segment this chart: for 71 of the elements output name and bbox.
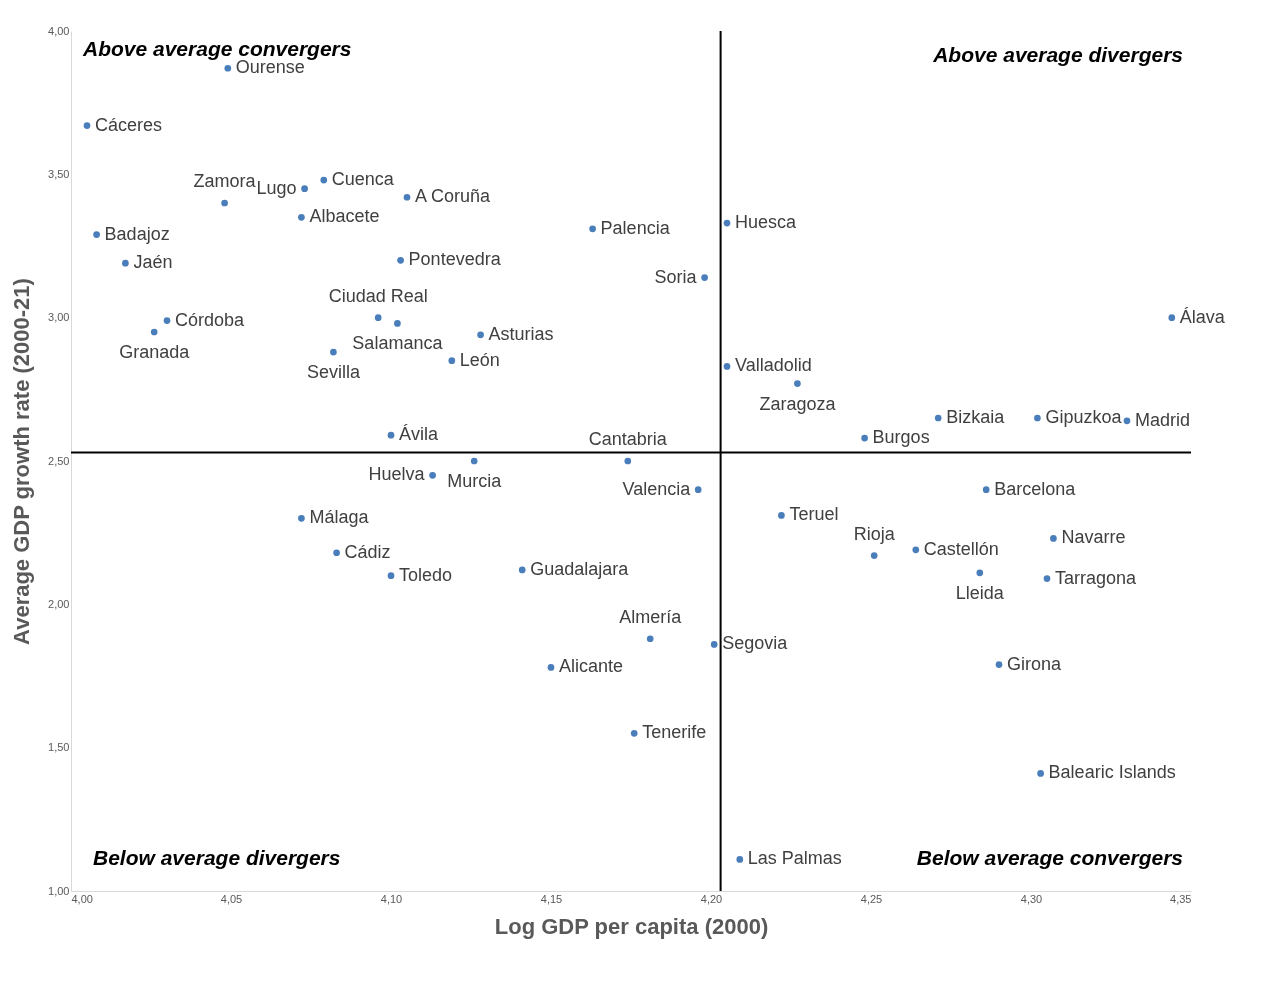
annotation: Below average convergers [916, 846, 1183, 869]
annotation: Zaragoza [759, 393, 837, 414]
y-tick-label: 2,00 [48, 597, 70, 610]
annotation: Las Palmas [747, 848, 842, 869]
annotation: Cádiz [344, 541, 391, 562]
annotation: Alicante [559, 656, 624, 677]
annotation: A Coruña [415, 186, 492, 207]
y-tick-label: 3,50 [48, 167, 70, 180]
annotation: Soria [654, 266, 698, 287]
y-axis-title: Average GDP growth rate (2000-21) [9, 278, 35, 645]
y-tick-label: 2,50 [48, 454, 70, 467]
annotation: Álava [1179, 306, 1226, 327]
annotation: Cáceres [95, 114, 163, 135]
annotation: Asturias [488, 323, 554, 344]
annotation: Above average divergers [932, 43, 1183, 66]
y-tick-label: 4,00 [48, 24, 70, 37]
annotation: Lugo [256, 177, 297, 198]
x-tick-label: 4,35 [1170, 892, 1192, 905]
annotation: Valencia [622, 478, 692, 499]
annotation: Toledo [399, 564, 453, 585]
annotation: Murcia [447, 471, 503, 491]
annotation: Segovia [722, 633, 789, 654]
annotation: Ávila [399, 424, 439, 445]
annotation: Gipuzkoa [1045, 407, 1123, 427]
annotation: Málaga [309, 507, 370, 528]
x-tick-label: 4,10 [380, 892, 403, 905]
annotation: Pontevedra [408, 249, 502, 270]
annotation: Zamora [193, 171, 257, 191]
annotation: Bizkaia [946, 407, 1006, 427]
annotation: Girona [1007, 653, 1063, 674]
annotation: León [459, 349, 500, 370]
annotation: Balearic Islands [1048, 762, 1176, 783]
annotation: Barcelona [994, 478, 1077, 499]
annotation: Guadalajara [530, 558, 630, 579]
annotation: Tenerife [642, 722, 707, 743]
annotation: Palencia [600, 217, 671, 238]
annotation: Castellón [923, 538, 999, 559]
annotation: Córdoba [175, 309, 246, 330]
annotation: Below average divergers [93, 846, 341, 869]
annotation: Ciudad Real [328, 285, 428, 306]
annotation: Huesca [735, 212, 798, 233]
annotation: Badajoz [104, 223, 170, 244]
annotation: Teruel [789, 504, 839, 525]
annotation: Tarragona [1055, 567, 1138, 588]
annotation: Ourense [235, 57, 305, 78]
y-tick-label: 1,50 [48, 741, 70, 754]
annotation: Albacete [309, 206, 380, 227]
annotation: Valladolid [735, 355, 812, 376]
annotation: Burgos [872, 427, 930, 448]
x-tick-label: 4,05 [220, 892, 243, 905]
annotation: Above average convergers [82, 37, 352, 60]
annotation: Jaén [133, 252, 173, 273]
annotation: Lleida [955, 582, 1005, 603]
x-tick-label: 4,25 [860, 892, 883, 905]
annotation: Cantabria [588, 429, 668, 449]
x-axis-title: Log GDP per capita (2000) [494, 913, 769, 939]
x-tick-label: 4,15 [540, 892, 563, 905]
x-tick-label: 4,20 [700, 892, 723, 905]
y-tick-label: 3,00 [48, 311, 70, 324]
y-tick-label: 1,00 [48, 884, 70, 897]
annotation: Rioja [853, 523, 896, 544]
annotation: Navarre [1061, 527, 1126, 548]
annotation: Huelva [368, 464, 426, 485]
annotation: Salamanca [352, 333, 444, 354]
annotation: Sevilla [306, 362, 361, 383]
annotation: Cuenca [331, 169, 395, 190]
x-tick-label: 4,30 [1020, 892, 1043, 905]
x-tick-label: 4,00 [71, 892, 93, 905]
annotation: Almería [619, 606, 683, 627]
annotation: Madrid [1135, 409, 1191, 430]
annotation: Granada [119, 342, 191, 362]
